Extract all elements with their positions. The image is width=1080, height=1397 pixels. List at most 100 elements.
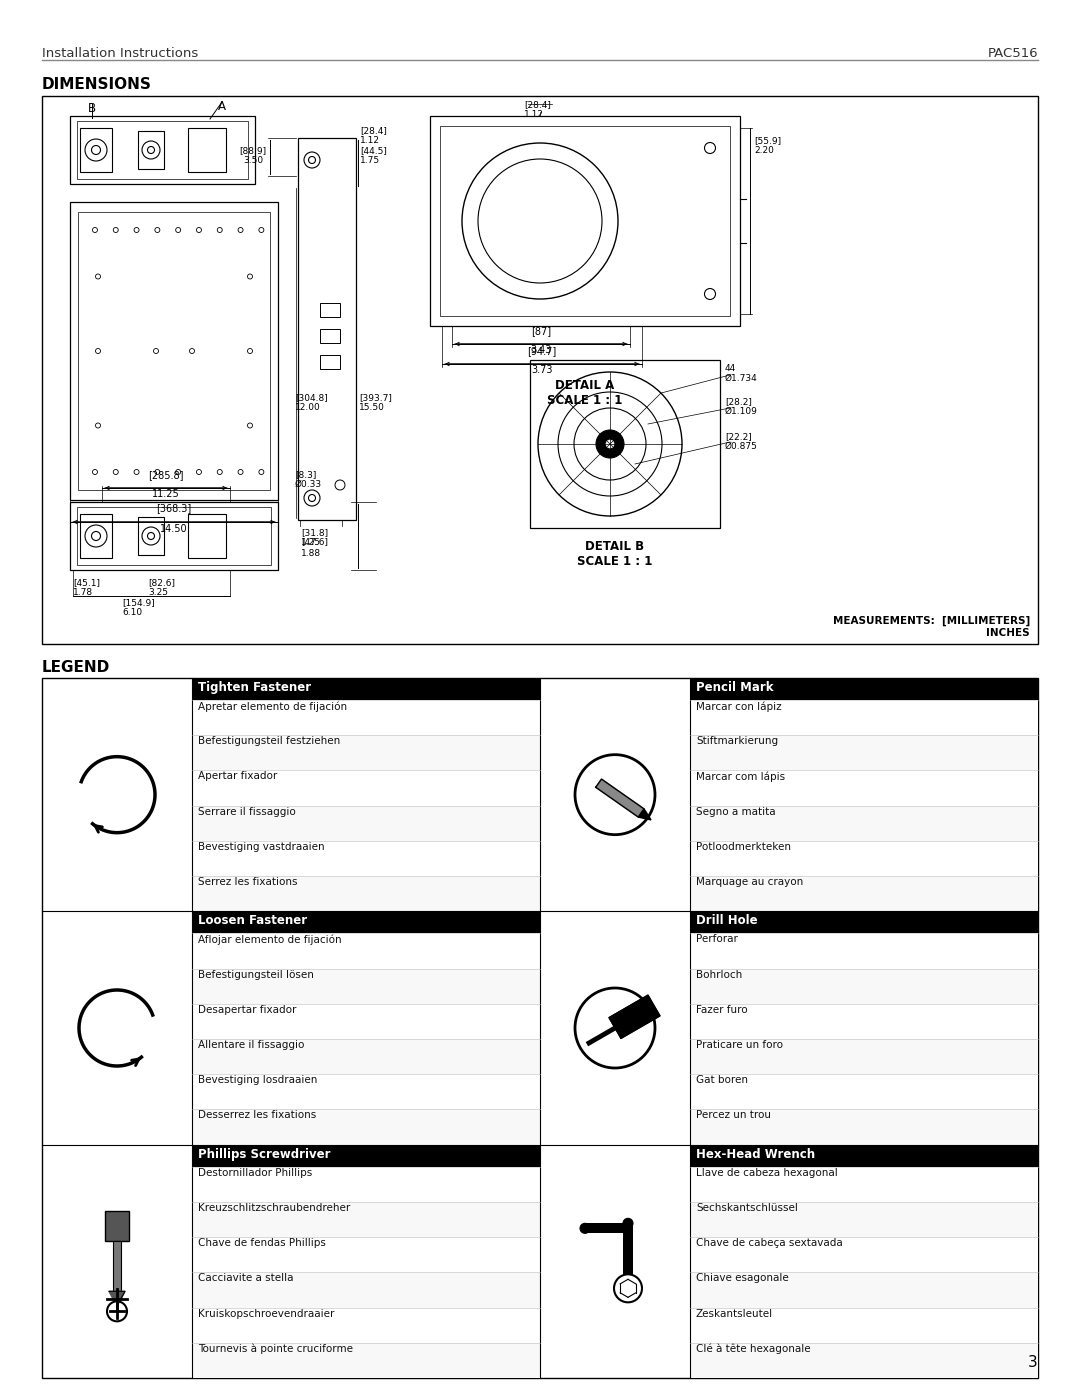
Text: 14.50: 14.50 xyxy=(160,524,188,534)
Text: [87]: [87] xyxy=(531,326,551,337)
Text: [8.3]: [8.3] xyxy=(295,469,316,479)
Bar xyxy=(42,96,1038,644)
Circle shape xyxy=(623,1218,633,1228)
Text: 1.75: 1.75 xyxy=(360,156,380,165)
Bar xyxy=(42,678,1038,1377)
Text: Aflojar elemento de fijación: Aflojar elemento de fijación xyxy=(198,935,341,944)
Text: 12.00: 12.00 xyxy=(295,402,321,412)
Text: Segno a matita: Segno a matita xyxy=(696,806,775,817)
Text: 1.12: 1.12 xyxy=(524,110,544,119)
Bar xyxy=(192,1308,540,1343)
Text: [28.4]: [28.4] xyxy=(360,126,387,136)
Bar xyxy=(298,138,356,520)
Text: Hex-Head Wrench: Hex-Head Wrench xyxy=(696,1148,815,1161)
Bar xyxy=(138,131,164,169)
Text: 44: 44 xyxy=(725,365,737,373)
Bar xyxy=(192,841,540,876)
Circle shape xyxy=(596,430,624,458)
Bar xyxy=(690,1273,1038,1308)
Text: [28.4]: [28.4] xyxy=(524,101,551,109)
Text: Marcar com lápis: Marcar com lápis xyxy=(696,771,785,782)
Bar xyxy=(192,678,540,700)
Bar xyxy=(690,806,1038,841)
Text: DETAIL A
SCALE 1 : 1: DETAIL A SCALE 1 : 1 xyxy=(548,379,623,407)
Text: Ø0.33: Ø0.33 xyxy=(295,481,322,489)
Text: Pencil Mark: Pencil Mark xyxy=(696,680,773,694)
Text: Loosen Fastener: Loosen Fastener xyxy=(198,914,307,928)
Text: Befestigungsteil lösen: Befestigungsteil lösen xyxy=(198,970,314,979)
Text: Tournevis à pointe cruciforme: Tournevis à pointe cruciforme xyxy=(198,1344,353,1354)
Text: [285.8]: [285.8] xyxy=(148,469,184,481)
Text: Desserrez les fixations: Desserrez les fixations xyxy=(198,1111,316,1120)
Bar xyxy=(690,911,1038,933)
Bar xyxy=(690,1039,1038,1074)
Text: MEASUREMENTS:  [MILLIMETERS]
INCHES: MEASUREMENTS: [MILLIMETERS] INCHES xyxy=(833,616,1030,638)
Text: Ø1.734: Ø1.734 xyxy=(725,374,758,383)
Bar xyxy=(192,911,540,933)
Bar xyxy=(690,678,1038,700)
Text: Kreuzschlitzschraubendreher: Kreuzschlitzschraubendreher xyxy=(198,1203,350,1213)
Bar xyxy=(192,735,540,770)
Text: A: A xyxy=(218,101,226,113)
Bar xyxy=(113,1242,121,1291)
Bar xyxy=(530,360,720,528)
Bar xyxy=(80,129,112,172)
Bar xyxy=(690,1074,1038,1109)
Text: [28.2]: [28.2] xyxy=(725,397,752,407)
Polygon shape xyxy=(638,809,651,820)
Bar xyxy=(690,1343,1038,1377)
Bar xyxy=(192,1144,540,1166)
Text: Ø0.875: Ø0.875 xyxy=(725,441,758,451)
Text: Phillips Screwdriver: Phillips Screwdriver xyxy=(198,1148,330,1161)
Bar xyxy=(192,1166,540,1201)
Text: [45.1]: [45.1] xyxy=(73,578,100,587)
Circle shape xyxy=(107,1302,127,1322)
Bar xyxy=(690,1004,1038,1039)
Circle shape xyxy=(580,1224,590,1234)
Bar xyxy=(80,514,112,557)
Text: [88.9]: [88.9] xyxy=(240,147,267,155)
Bar xyxy=(188,514,226,557)
Text: Clé à tête hexagonale: Clé à tête hexagonale xyxy=(696,1344,811,1354)
Polygon shape xyxy=(109,1291,125,1306)
Text: Bevestiging losdraaien: Bevestiging losdraaien xyxy=(198,1076,318,1085)
Text: Llave de cabeza hexagonal: Llave de cabeza hexagonal xyxy=(696,1168,838,1178)
Bar xyxy=(192,1109,540,1144)
Text: PAC516: PAC516 xyxy=(987,47,1038,60)
Bar xyxy=(70,116,255,184)
Text: 3.43: 3.43 xyxy=(530,345,552,355)
Text: Perforar: Perforar xyxy=(696,935,738,944)
Text: [304.8]: [304.8] xyxy=(295,393,327,402)
Bar xyxy=(690,933,1038,968)
Bar xyxy=(105,1211,129,1242)
Bar xyxy=(623,1224,633,1288)
Bar xyxy=(192,1238,540,1273)
Text: DETAIL B
SCALE 1 : 1: DETAIL B SCALE 1 : 1 xyxy=(578,541,652,569)
Bar xyxy=(192,1201,540,1238)
Text: 1.78: 1.78 xyxy=(73,588,93,597)
Bar xyxy=(78,212,270,490)
Text: Serrare il fissaggio: Serrare il fissaggio xyxy=(198,806,296,817)
Text: 3.25: 3.25 xyxy=(148,588,168,597)
Text: Allentare il fissaggio: Allentare il fissaggio xyxy=(198,1039,305,1051)
Text: Marquage au crayon: Marquage au crayon xyxy=(696,877,804,887)
Text: Percez un trou: Percez un trou xyxy=(696,1111,771,1120)
Text: 1.88: 1.88 xyxy=(301,549,321,557)
Text: [368.3]: [368.3] xyxy=(157,503,191,513)
Circle shape xyxy=(606,440,615,448)
Bar xyxy=(585,1224,633,1234)
Bar xyxy=(690,735,1038,770)
Bar xyxy=(690,1201,1038,1238)
Bar xyxy=(320,330,340,344)
Text: [94.7]: [94.7] xyxy=(527,346,556,356)
Bar xyxy=(690,700,1038,735)
Bar xyxy=(690,876,1038,911)
Text: Befestigungsteil festziehen: Befestigungsteil festziehen xyxy=(198,736,340,746)
Text: 6.10: 6.10 xyxy=(122,608,143,617)
Text: [82.6]: [82.6] xyxy=(148,578,175,587)
Text: [31.8]: [31.8] xyxy=(301,528,328,536)
Bar xyxy=(690,1109,1038,1144)
Text: Serrez les fixations: Serrez les fixations xyxy=(198,877,297,887)
Text: [154.9]: [154.9] xyxy=(122,598,154,608)
Bar xyxy=(320,303,340,317)
